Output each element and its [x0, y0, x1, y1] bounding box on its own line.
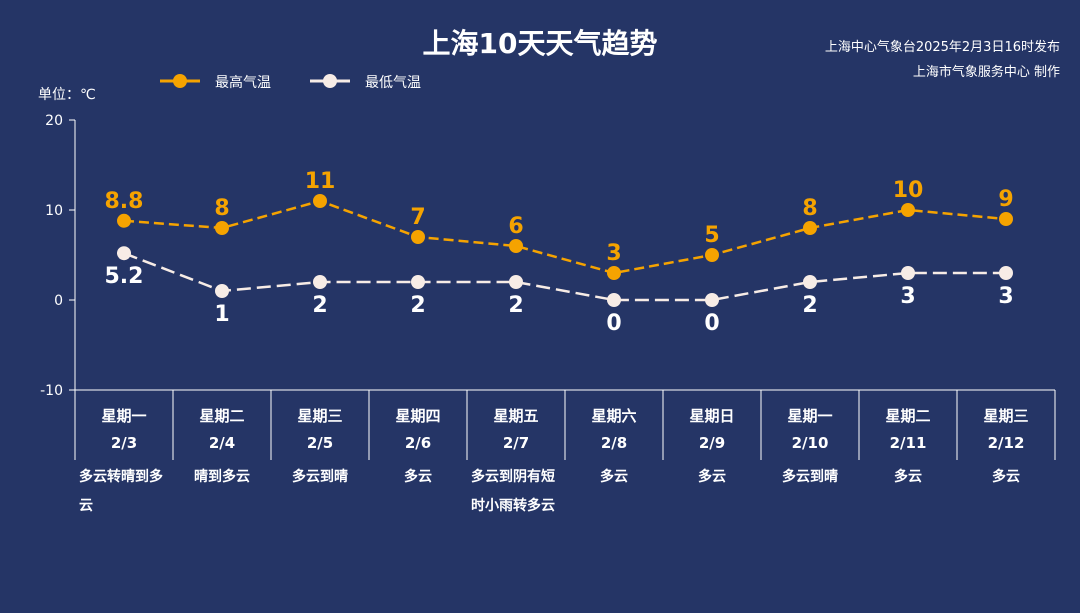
- publish-info: 上海中心气象台2025年2月3日16时发布: [824, 40, 1060, 55]
- weather-description: 多云到晴: [782, 469, 838, 485]
- series-line-high: [123, 199, 1007, 275]
- y-tick-label: -10: [40, 383, 63, 399]
- data-label-high: 9: [998, 187, 1013, 212]
- data-label-low: 0: [606, 311, 621, 336]
- weather-description: 多云: [404, 469, 432, 485]
- data-point-low: [607, 293, 621, 307]
- legend-marker-0: [173, 74, 187, 88]
- date-label: 2/10: [791, 434, 829, 452]
- data-label-low: 3: [998, 284, 1013, 309]
- data-point-high: [215, 221, 229, 235]
- weekday-label: 星期三: [297, 407, 343, 425]
- data-label-high: 8: [802, 196, 817, 221]
- data-point-high: [509, 239, 523, 253]
- data-label-low: 2: [802, 293, 817, 318]
- date-label: 2/5: [306, 434, 334, 452]
- weather-description: 多云: [992, 469, 1020, 485]
- date-label: 2/8: [600, 434, 628, 452]
- data-label-low: 1: [214, 302, 229, 327]
- weather-description: 多云到晴: [292, 469, 348, 485]
- series-line-low: [123, 252, 1006, 302]
- date-label: 2/7: [502, 434, 530, 452]
- data-point-low: [313, 275, 327, 289]
- data-label-high: 8: [214, 196, 229, 221]
- data-point-high: [901, 203, 915, 217]
- data-point-high: [999, 212, 1013, 226]
- data-point-low: [705, 293, 719, 307]
- data-point-low: [901, 266, 915, 280]
- date-label: 2/4: [208, 434, 236, 452]
- weekday-label: 星期一: [101, 407, 147, 425]
- weekday-label: 星期六: [591, 407, 637, 425]
- data-point-low: [117, 246, 131, 261]
- data-label-high: 8.8: [105, 189, 144, 214]
- weather-description: 多云: [894, 469, 922, 485]
- date-label: 2/11: [889, 434, 927, 452]
- weather-description: 多云: [698, 469, 726, 485]
- data-label-low: 0: [704, 311, 719, 336]
- weather-description: 晴到多云: [194, 469, 250, 485]
- data-label-low: 2: [312, 293, 327, 318]
- data-label-high: 3: [606, 241, 621, 266]
- data-label-high: 5: [704, 223, 719, 248]
- weekday-label: 星期三: [983, 407, 1029, 425]
- weekday-label: 星期四: [395, 407, 441, 425]
- chart-title: 上海10天天气趋势: [422, 27, 658, 60]
- data-point-high: [607, 266, 621, 280]
- weather-description: 多云到阴有短时小雨转多云: [471, 469, 555, 514]
- date-label: 2/3: [110, 434, 138, 452]
- data-label-low: 5.2: [105, 264, 144, 289]
- legend-label-low: 最低气温: [365, 75, 421, 91]
- y-tick-label: 20: [45, 113, 63, 129]
- weekday-label: 星期二: [199, 407, 245, 425]
- data-point-low: [215, 284, 229, 298]
- data-point-high: [705, 248, 719, 262]
- data-point-high: [803, 221, 817, 235]
- weekday-label: 星期五: [493, 407, 539, 425]
- data-label-high: 10: [893, 178, 924, 203]
- data-label-high: 7: [410, 205, 425, 230]
- data-label-low: 3: [900, 284, 915, 309]
- data-point-high: [117, 213, 131, 228]
- weather-description: 多云: [600, 469, 628, 485]
- data-point-high: [411, 230, 425, 244]
- date-label: 2/6: [404, 434, 432, 452]
- weekday-label: 星期二: [885, 407, 931, 425]
- data-point-low: [509, 275, 523, 289]
- data-label-high: 6: [508, 214, 523, 239]
- weekday-label: 星期日: [689, 407, 735, 425]
- data-point-high: [313, 194, 327, 208]
- date-label: 2/9: [698, 434, 726, 452]
- data-label-low: 2: [508, 293, 523, 318]
- weather-description: 多云转晴到多云: [79, 469, 163, 514]
- data-label-low: 2: [410, 293, 425, 318]
- producer-info: 上海市气象服务中心 制作: [912, 65, 1060, 80]
- data-point-low: [999, 266, 1013, 280]
- weekday-label: 星期一: [787, 407, 833, 425]
- legend-label-high: 最高气温: [215, 75, 271, 91]
- data-point-low: [803, 275, 817, 289]
- data-label-high: 11: [305, 169, 336, 194]
- y-tick-label: 0: [54, 293, 63, 309]
- legend-marker-1: [323, 74, 337, 88]
- y-tick-label: 10: [45, 203, 63, 219]
- data-point-low: [411, 275, 425, 289]
- y-axis-label: 单位：℃: [38, 87, 96, 103]
- date-label: 2/12: [987, 434, 1025, 452]
